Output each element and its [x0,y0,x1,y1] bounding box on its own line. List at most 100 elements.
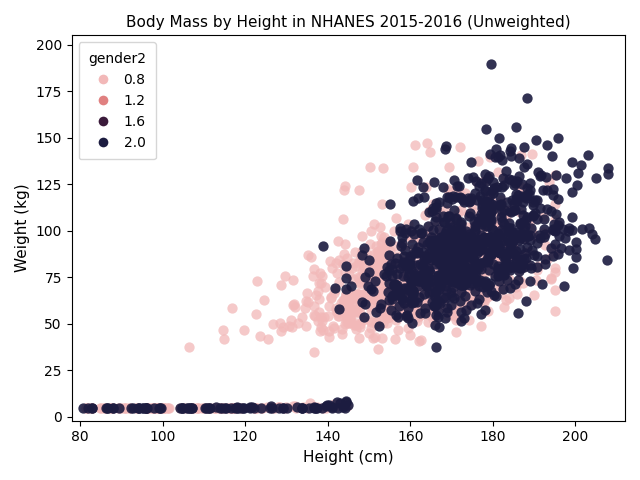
male [499,270,509,277]
male [528,198,538,205]
male [550,227,560,235]
male [465,240,476,247]
male [480,187,490,195]
female [504,232,515,240]
female [499,303,509,311]
female [228,404,239,411]
female [434,268,444,276]
female [372,248,383,256]
female [454,287,464,295]
female [466,294,476,301]
female [444,233,454,241]
male [399,292,409,300]
female [467,262,477,269]
male [527,246,537,254]
female [377,239,387,246]
female [453,209,463,217]
male [584,224,595,232]
female [550,287,560,294]
female [465,284,476,291]
male [387,266,397,274]
male [505,266,515,274]
male [413,271,424,278]
female [429,247,440,254]
male [525,186,535,193]
male [340,398,351,406]
female [372,297,383,305]
female [440,206,451,214]
male [466,279,476,287]
male [297,404,307,411]
female [404,287,414,295]
male [493,265,503,273]
male [426,288,436,296]
female [329,401,339,408]
male [504,264,514,272]
female [324,333,335,341]
female [383,303,393,311]
female [369,250,380,257]
male [431,203,441,211]
female [317,318,327,325]
female [425,149,435,156]
female [430,321,440,328]
female [480,249,490,257]
male [510,206,520,214]
male [421,254,431,262]
male [490,240,500,248]
female [488,241,499,249]
male [434,234,444,242]
male [518,211,528,219]
male [396,243,406,251]
female [362,290,372,298]
male [536,171,546,179]
female [148,404,158,411]
female [529,291,539,299]
female [467,284,477,291]
male [431,199,442,207]
male [365,286,376,293]
female [442,279,452,287]
female [434,214,444,221]
female [354,186,364,193]
female [401,271,411,279]
female [449,236,460,243]
male [433,198,444,205]
female [398,285,408,292]
female [440,266,451,274]
male [504,238,515,246]
male [511,233,522,240]
male [567,227,577,234]
male [496,226,506,234]
female [433,275,443,282]
female [461,268,472,276]
female [390,335,400,342]
female [424,252,434,260]
female [367,294,378,302]
male [413,277,423,285]
male [392,254,403,262]
female [442,267,452,275]
female [386,284,396,292]
male [108,404,118,411]
Legend: 0.8, 1.2, 1.6, 2.0: 0.8, 1.2, 1.6, 2.0 [79,42,156,159]
male [436,272,446,279]
male [438,239,448,247]
male [218,404,228,411]
male [397,294,407,302]
female [399,296,410,304]
female [462,223,472,231]
female [533,263,543,270]
male [445,288,456,296]
male [376,300,386,308]
male [447,264,457,272]
female [119,404,129,411]
female [342,308,352,315]
male [479,258,489,266]
female [309,348,319,356]
female [518,279,528,287]
female [391,317,401,324]
male [427,207,437,215]
male [412,176,422,184]
female [491,285,501,293]
